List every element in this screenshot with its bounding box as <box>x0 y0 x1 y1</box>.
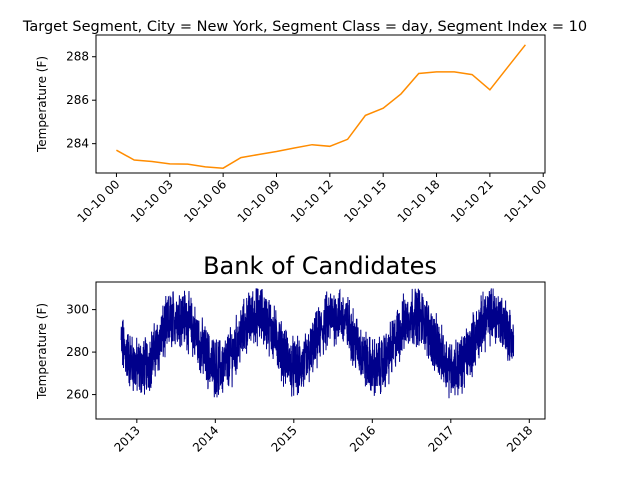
y-axis: 260 280 300 <box>66 303 96 402</box>
y-tick-label: 260 <box>66 388 89 402</box>
plot-area <box>116 44 526 169</box>
series-line <box>120 288 515 399</box>
y-tick-label: 288 <box>66 50 89 64</box>
x-tick-label: 2016 <box>347 423 378 454</box>
y-tick-label: 284 <box>66 137 89 151</box>
x-tick-label: 2013 <box>111 423 142 454</box>
axes-frame <box>95 34 546 174</box>
target-segment-chart: Target Segment, City = New York, Segment… <box>22 19 587 225</box>
x-tick-label: 10-11 00 <box>501 177 549 225</box>
series-line <box>116 44 526 169</box>
y-axis-label: Temperature (F) <box>35 56 49 153</box>
x-tick-label: 2014 <box>190 423 221 454</box>
x-tick-label: 2017 <box>425 423 456 454</box>
y-tick-label: 280 <box>66 345 89 359</box>
chart-title: Target Segment, City = New York, Segment… <box>22 19 587 35</box>
bank-of-candidates-chart: Bank of Candidates 2013 2014 2015 2016 2017 2… <box>35 252 546 455</box>
x-tick-label: 10-10 15 <box>341 177 389 225</box>
y-axis: 284 286 288 <box>66 50 96 151</box>
x-tick-label: 2015 <box>268 423 299 454</box>
x-axis: 2013 2014 2015 2016 2017 2018 <box>111 419 535 455</box>
plot-area <box>120 288 515 399</box>
x-axis: 10-10 00 10-10 03 10-10 06 10-10 09 10-10 12… <box>75 173 549 225</box>
x-tick-label: 10-10 00 <box>75 177 123 225</box>
x-tick-label: 2018 <box>504 423 535 454</box>
x-tick-label: 10-10 12 <box>288 177 336 225</box>
y-axis-label: Temperature (F) <box>35 303 49 400</box>
y-tick-label: 286 <box>66 93 89 107</box>
x-tick-label: 10-10 09 <box>235 177 283 225</box>
chart-title: Bank of Candidates <box>203 252 437 280</box>
x-tick-label: 10-10 21 <box>448 177 496 225</box>
x-tick-label: 10-10 03 <box>128 177 176 225</box>
y-tick-label: 300 <box>66 303 89 317</box>
x-tick-label: 10-10 18 <box>395 177 443 225</box>
axes-frame <box>95 281 546 420</box>
x-tick-label: 10-10 06 <box>181 177 229 225</box>
